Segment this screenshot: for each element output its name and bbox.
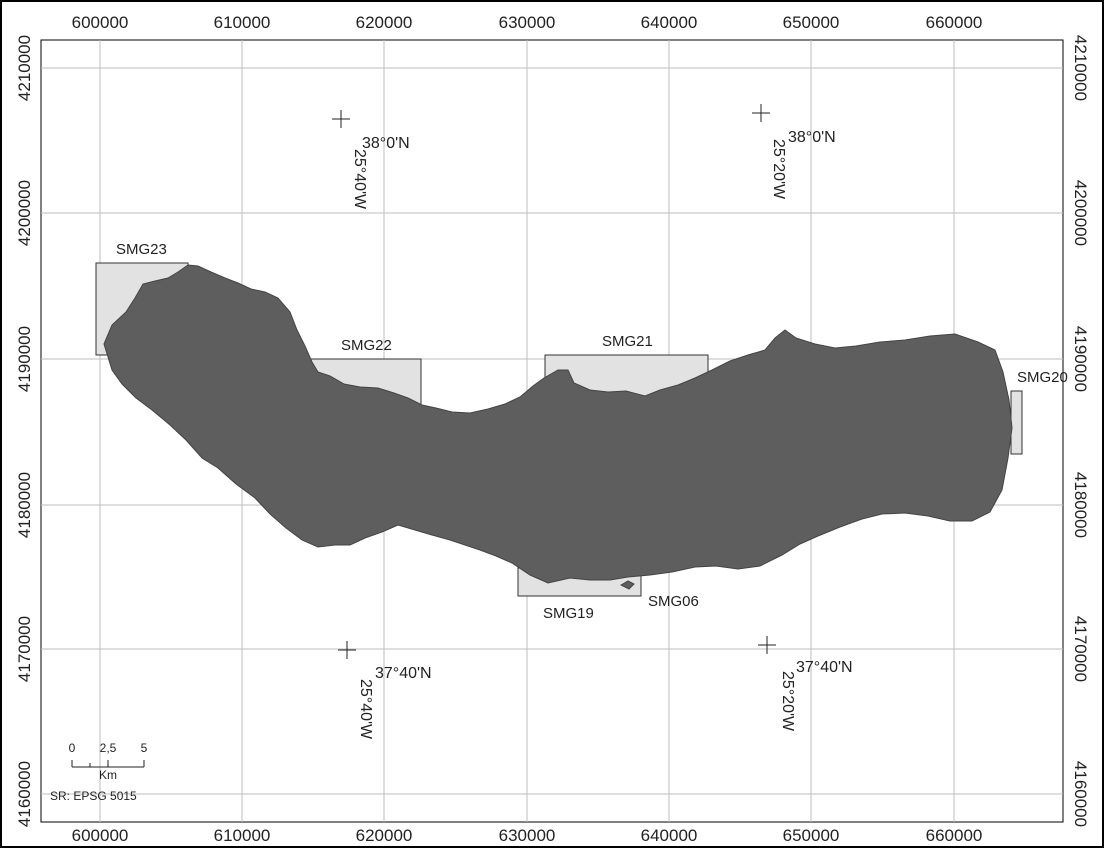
area-smg06-islet bbox=[619, 580, 635, 590]
y-tick-right: 4210000 bbox=[1071, 35, 1090, 101]
y-tick-right: 4190000 bbox=[1071, 326, 1090, 392]
cross-3740n-2540w bbox=[338, 641, 356, 659]
x-axis-top: 600000 610000 620000 630000 640000 65000… bbox=[72, 13, 983, 32]
lat-label-2: 38°0'N bbox=[788, 129, 836, 146]
label-smg06: SMG06 bbox=[648, 593, 699, 610]
label-smg19: SMG19 bbox=[543, 605, 594, 622]
scale-tick-2-5: 2,5 bbox=[100, 741, 117, 755]
x-tick-bottom: 660000 bbox=[926, 826, 983, 845]
y-tick-left: 4160000 bbox=[15, 761, 34, 827]
y-tick-left: 4200000 bbox=[15, 180, 34, 246]
x-tick-top: 650000 bbox=[783, 13, 840, 32]
x-axis-bottom: 600000 610000 620000 630000 640000 65000… bbox=[72, 826, 983, 845]
y-tick-right: 4200000 bbox=[1071, 180, 1090, 246]
lon-label-4: 25°20'W bbox=[779, 671, 796, 732]
x-tick-bottom: 640000 bbox=[641, 826, 698, 845]
x-tick-top: 660000 bbox=[926, 13, 983, 32]
graticule-marks bbox=[332, 104, 776, 659]
x-tick-top: 620000 bbox=[356, 13, 413, 32]
x-tick-top: 630000 bbox=[499, 13, 556, 32]
y-tick-right: 4180000 bbox=[1071, 472, 1090, 538]
lon-label-3: 25°40'W bbox=[357, 679, 374, 740]
label-smg23: SMG23 bbox=[116, 241, 167, 258]
lat-label-4: 37°40'N bbox=[796, 659, 853, 676]
x-tick-bottom: 610000 bbox=[214, 826, 271, 845]
lat-label-1: 38°0'N bbox=[362, 135, 410, 152]
x-tick-top: 600000 bbox=[72, 13, 129, 32]
y-tick-left: 4170000 bbox=[15, 616, 34, 682]
label-smg20: SMG20 bbox=[1017, 369, 1068, 386]
scale-unit: Km bbox=[99, 768, 117, 782]
y-axis-left: 4210000 4200000 4190000 4180000 4170000 … bbox=[15, 35, 34, 827]
island-sao-miguel bbox=[103, 264, 1013, 584]
y-axis-right: 4210000 4200000 4190000 4180000 4170000 … bbox=[1071, 35, 1090, 827]
lat-label-3: 37°40'N bbox=[375, 665, 432, 682]
y-tick-left: 4180000 bbox=[15, 472, 34, 538]
scale-bar: 0 2,5 5 Km SR: EPSG 5015 bbox=[50, 741, 148, 803]
y-tick-right: 4170000 bbox=[1071, 616, 1090, 682]
x-tick-bottom: 620000 bbox=[356, 826, 413, 845]
cross-3740n-2520w bbox=[758, 636, 776, 654]
x-tick-bottom: 600000 bbox=[72, 826, 129, 845]
y-tick-left: 4190000 bbox=[15, 326, 34, 392]
cross-38n-2520w bbox=[752, 104, 770, 122]
area-smg20 bbox=[1010, 390, 1023, 455]
lon-label-1: 25°40'W bbox=[351, 149, 368, 210]
scale-tick-0: 0 bbox=[69, 741, 76, 755]
y-tick-left: 4210000 bbox=[15, 35, 34, 101]
label-smg21: SMG21 bbox=[602, 333, 653, 350]
reference-system-label: SR: EPSG 5015 bbox=[50, 789, 137, 803]
x-tick-bottom: 650000 bbox=[783, 826, 840, 845]
lon-label-2: 25°20'W bbox=[770, 139, 787, 200]
x-tick-bottom: 630000 bbox=[499, 826, 556, 845]
x-tick-top: 610000 bbox=[214, 13, 271, 32]
cross-38n-2540w bbox=[332, 110, 350, 128]
scale-tick-5: 5 bbox=[141, 741, 148, 755]
x-tick-top: 640000 bbox=[641, 13, 698, 32]
label-smg22: SMG22 bbox=[341, 337, 392, 354]
y-tick-right: 4160000 bbox=[1071, 761, 1090, 827]
